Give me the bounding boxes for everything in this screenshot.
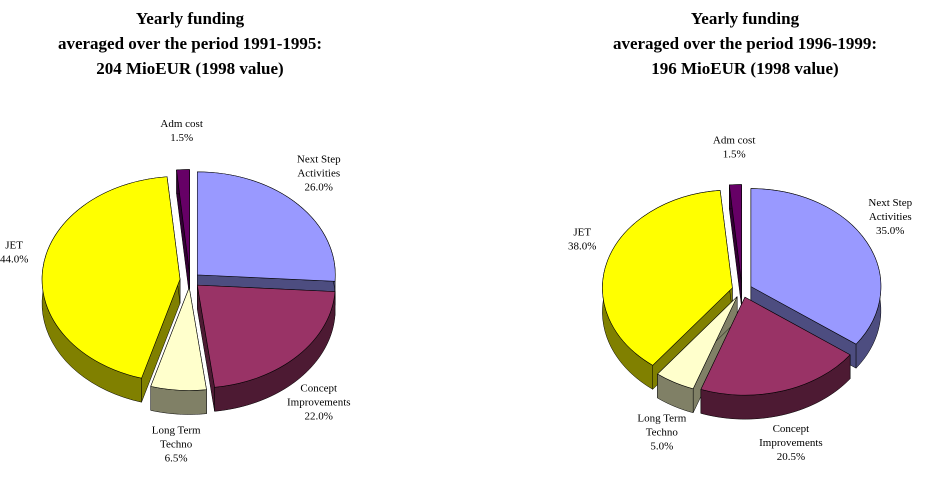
slice-value-label: 38.0% <box>568 240 596 252</box>
slice-label: Concept Improvements <box>759 423 823 449</box>
slice-side <box>150 386 207 415</box>
pie-slice <box>41 176 181 379</box>
slice-value-label: 5.0% <box>650 441 673 453</box>
slice-value-label: 26.0% <box>305 181 333 193</box>
slice-value-label: 1.5% <box>723 149 746 161</box>
pie-slice <box>176 169 190 273</box>
slice <box>700 296 851 420</box>
chart-title: Yearly funding averaged over the period 1… <box>613 9 877 78</box>
slice-label: Adm cost <box>713 135 755 147</box>
slice-value-label: 35.0% <box>876 225 904 237</box>
slice-value-label: 1.5% <box>170 132 193 144</box>
pie-slice <box>657 296 738 390</box>
slice-value-label: 6.5% <box>165 452 188 464</box>
pie-slice <box>750 188 882 345</box>
slice-label: Concept Improvements <box>287 383 351 409</box>
slice <box>196 284 336 412</box>
pie-slice <box>700 296 851 396</box>
slice-value-label: 22.0% <box>305 411 333 423</box>
slice-label: Long Term Techno <box>637 413 686 439</box>
slice-label: Adm cost <box>160 118 202 130</box>
slice-label: Long Term Techno <box>152 424 201 450</box>
slice-label: Next Step Activities <box>868 197 912 223</box>
slice-value-label: 20.5% <box>777 451 805 463</box>
slice-label: JET <box>573 226 591 238</box>
pie-slice <box>150 286 207 391</box>
chart-title: Yearly funding averaged over the period 1… <box>58 9 322 78</box>
slice-label: Next Step Activities <box>297 153 341 179</box>
slice <box>728 184 742 307</box>
pie-slice <box>602 190 733 366</box>
pie-slice <box>196 284 336 388</box>
slice <box>41 176 181 403</box>
pie-slice <box>728 184 742 283</box>
slice <box>176 169 190 297</box>
pie-slice <box>196 171 336 282</box>
slice-label: JET <box>5 239 23 251</box>
slice-value-label: 44.0% <box>0 253 28 265</box>
slice <box>150 286 207 415</box>
